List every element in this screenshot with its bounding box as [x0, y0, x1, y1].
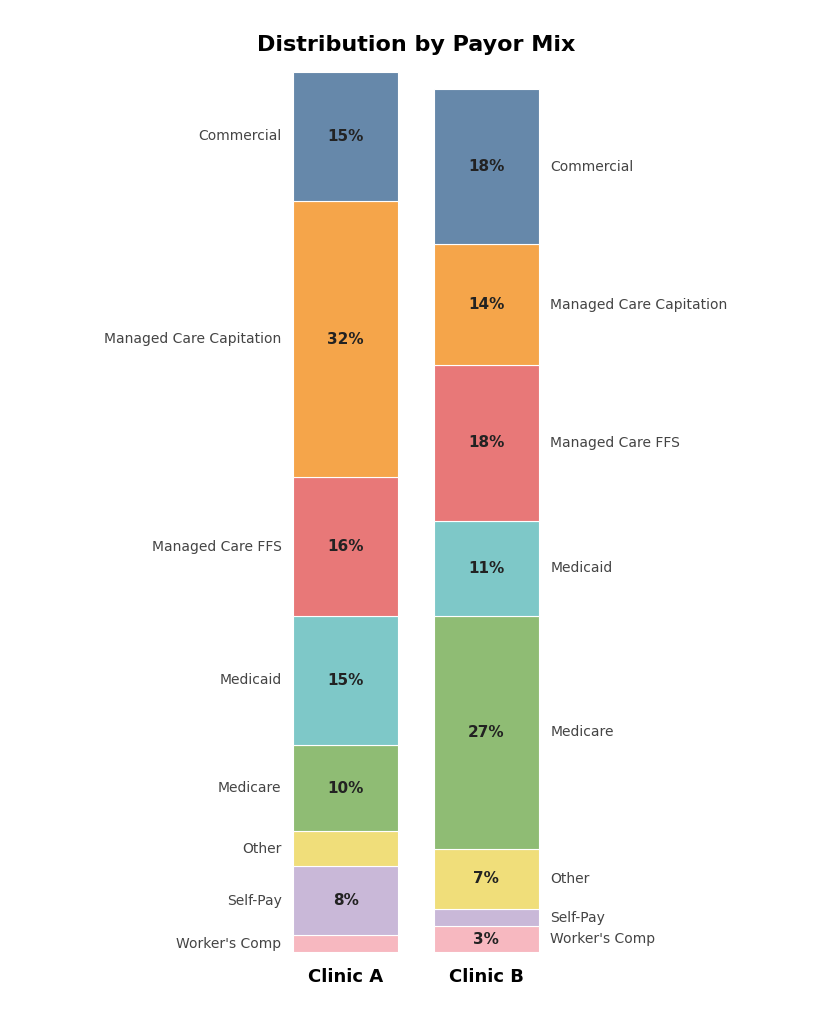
Text: Self-Pay: Self-Pay [226, 894, 281, 907]
Text: Other: Other [551, 871, 590, 886]
Text: Commercial: Commercial [551, 160, 634, 174]
Title: Distribution by Payor Mix: Distribution by Payor Mix [257, 35, 575, 55]
Bar [293, 935, 399, 952]
Text: 18%: 18% [468, 435, 504, 451]
Bar [433, 927, 539, 952]
Text: 10%: 10% [328, 780, 364, 796]
Text: Managed Care FFS: Managed Care FFS [151, 540, 281, 554]
Text: 18%: 18% [468, 159, 504, 174]
Bar [433, 366, 539, 520]
Text: Managed Care Capitation: Managed Care Capitation [551, 298, 728, 311]
Bar [293, 615, 399, 745]
Text: Medicaid: Medicaid [220, 674, 281, 687]
Text: 8%: 8% [333, 893, 359, 908]
Text: Medicaid: Medicaid [551, 561, 612, 575]
Text: Managed Care Capitation: Managed Care Capitation [104, 333, 281, 346]
Text: 15%: 15% [328, 673, 364, 688]
Bar [293, 745, 399, 831]
Text: 3%: 3% [473, 932, 499, 947]
Text: 27%: 27% [468, 725, 505, 739]
Bar [293, 72, 399, 201]
Text: Medicare: Medicare [218, 781, 281, 796]
Bar [433, 89, 539, 245]
Bar [293, 866, 399, 935]
Bar [293, 477, 399, 615]
Text: 15%: 15% [328, 129, 364, 144]
Text: 16%: 16% [327, 539, 364, 554]
Text: Medicare: Medicare [551, 725, 614, 739]
Bar [293, 831, 399, 866]
Bar [293, 201, 399, 477]
Text: Worker's Comp: Worker's Comp [176, 937, 281, 950]
Text: Other: Other [242, 842, 281, 856]
Text: 7%: 7% [473, 871, 499, 887]
Bar [433, 520, 539, 615]
Text: Self-Pay: Self-Pay [551, 910, 606, 925]
Text: Managed Care FFS: Managed Care FFS [551, 436, 681, 450]
Bar [433, 615, 539, 849]
Bar [433, 849, 539, 909]
Bar [433, 909, 539, 927]
Bar [433, 245, 539, 366]
Text: 32%: 32% [327, 332, 364, 347]
Text: 11%: 11% [468, 560, 504, 575]
Text: Commercial: Commercial [198, 129, 281, 143]
Text: 14%: 14% [468, 297, 504, 312]
Text: Worker's Comp: Worker's Comp [551, 933, 656, 946]
